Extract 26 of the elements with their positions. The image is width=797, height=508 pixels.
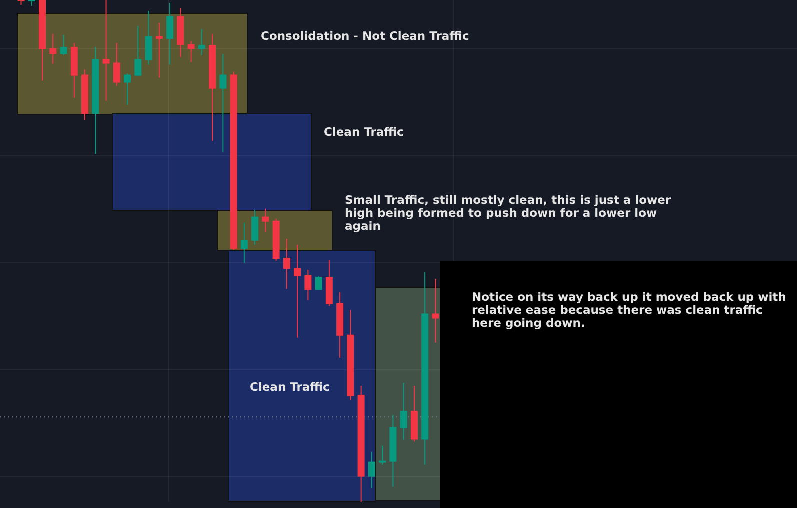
candlestick [134, 26, 142, 76]
text: Notice on its way back up it moved back up with relative ease because there was clean traffic here going down. [472, 290, 788, 330]
candlestick [400, 382, 408, 440]
candlestick [188, 40, 195, 63]
candlestick [432, 278, 440, 344]
candlestick [304, 270, 312, 301]
candlestick [50, 34, 57, 64]
candlestick [220, 54, 227, 153]
candlestick [315, 276, 322, 291]
candlestick [198, 28, 206, 56]
candlestick [240, 222, 248, 264]
annotation: Small Traffic, still mostly clean, this is just a lower high being formed to push down for a lower low again [345, 193, 672, 233]
candlestick [60, 34, 68, 56]
candlestick [283, 238, 290, 290]
candlestick [262, 208, 270, 232]
candlestick [294, 244, 302, 338]
annotation: Clean Traffic [250, 380, 331, 394]
candlestick [102, 0, 110, 102]
candlestick [379, 445, 386, 466]
candlestick [124, 73, 132, 106]
candlestick [368, 451, 376, 488]
annotation: Consolidation - Not Clean Traffic [261, 29, 470, 43]
candlestick [166, 2, 174, 66]
annotation: Clean Traffic [324, 125, 405, 139]
candlestick [113, 42, 120, 86]
candlestick [156, 22, 163, 78]
